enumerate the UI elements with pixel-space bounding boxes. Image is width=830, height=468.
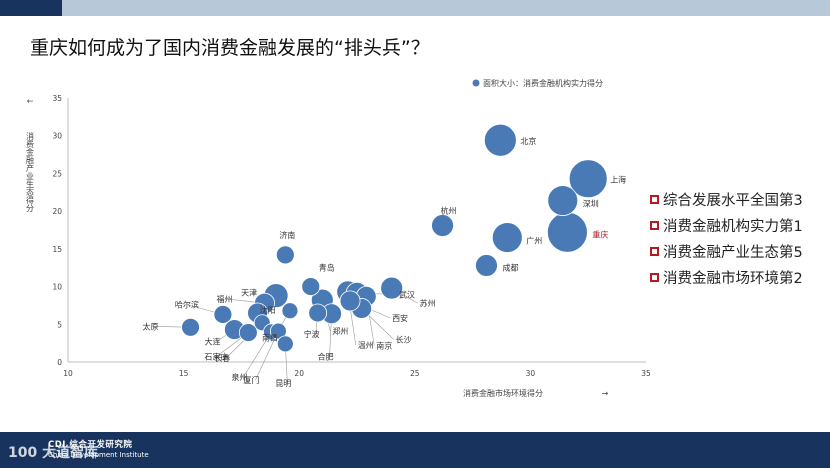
city-label: 沈阳 [260,305,276,315]
bubble-宁波 [308,303,328,323]
city-label: 郑州 [332,326,348,336]
bubble-哈尔滨 [213,305,233,324]
city-label: 西安 [392,313,408,323]
city-label: 青岛 [319,263,335,273]
city-label: 哈尔滨 [175,299,199,309]
y-axis-label: 消费金融产业生态得分 [26,131,35,213]
ranking-text: 消费金融产业生态第5 [663,244,803,261]
city-label: 成都 [502,262,518,272]
bubble-石家庄 [238,323,258,342]
y-axis-arrow-icon: ↑ [26,98,35,105]
top-bar-stripe [62,0,830,16]
page-title: 重庆如何成为了国内消费金融发展的“排头兵”？ [30,37,430,59]
x-tick-label: 30 [526,369,536,378]
city-label: 武汉 [399,289,415,299]
bubble-青岛 [301,277,321,296]
city-label: 泉州 [231,372,247,382]
x-tick-label: 20 [294,369,304,378]
bubble-济南 [275,245,295,265]
y-tick-label: 15 [52,245,62,254]
x-axis-arrow-icon: → [602,389,609,398]
city-label: 福州 [217,295,233,304]
ranking-item: 综合发展水平全国第3 [650,186,803,212]
bubble-深圳 [547,185,579,216]
city-label: 石家庄 [204,352,228,362]
ranking-list: 综合发展水平全国第3 消费金融机构实力第1 消费金融产业生态第5 消费金融市场环… [650,186,803,290]
ranking-item: 消费金融机构实力第1 [650,212,803,238]
bubble-苏州 [380,276,404,300]
watermark: 100 大道智库 [8,445,99,461]
city-label: 宁波 [304,329,320,339]
city-label: 天津 [241,288,257,298]
bubble-昆明 [276,335,294,353]
bubble-上海 [568,159,608,199]
city-label: 温州 [358,341,374,350]
city-label: 长沙 [396,334,412,344]
y-tick-label: 25 [52,169,62,178]
bubble-西安 [339,290,361,312]
bubble-南昌 [281,302,299,320]
ranking-text: 综合发展水平全国第3 [663,192,803,209]
legend-marker [472,79,480,87]
cdi-logo: CDI 综合开发研究院 China Development Institute [48,438,149,459]
x-axis-label: 消费金融市场环境得分 [463,388,543,398]
bubble-厦门 [269,322,287,340]
y-tick-label: 35 [52,94,62,103]
ranking-text: 消费金融市场环境第2 [663,270,803,287]
city-label: 南昌 [262,333,278,343]
bubble-chart: 10 15 20 25 30 35 0 5 10 15 20 25 30 35 消费金融市场环境得分 → ↑ 消费… [26,78,651,398]
square-bullet-icon [650,194,659,204]
x-tick-label: 10 [63,369,73,378]
bubble-太原 [181,317,200,337]
x-tick-label: 25 [410,369,420,378]
logo-line-1: CDI 综合开发研究院 [48,440,133,450]
city-label: 南京 [376,340,392,350]
y-tick-label: 20 [52,207,62,216]
y-tick-label: 0 [57,358,62,367]
leader-line [243,331,272,377]
city-label: 合肥 [318,352,334,362]
city-label: 深圳 [583,199,599,209]
y-tick-label: 5 [57,320,62,329]
top-bar-accent [0,0,62,16]
square-bullet-icon [650,272,659,282]
x-tick-label: 15 [179,369,189,378]
logo-line-2: China Development Institute [48,451,149,459]
bubble-成都 [475,254,498,277]
city-label: 上海 [610,175,626,185]
city-label: 苏州 [420,298,436,308]
bubble-重庆 [546,211,588,253]
bubble-北京 [483,123,517,157]
ranking-item: 消费金融产业生态第5 [650,238,803,264]
bubble-杭州 [431,214,454,237]
legend-label: 面积大小：消费金融机构实力得分 [483,78,603,88]
city-label: 杭州 [441,205,457,215]
x-tick-label: 35 [641,369,651,378]
square-bullet-icon [650,220,659,230]
city-label: 北京 [520,136,536,146]
city-label: 昆明 [275,379,291,388]
city-label: 重庆 [592,229,608,239]
city-label: 济南 [279,230,295,240]
square-bullet-icon [650,246,659,256]
top-bar [0,0,830,16]
city-label: 大连 [204,337,220,347]
y-tick-label: 30 [52,132,62,141]
city-label: 厦门 [243,375,259,385]
city-label: 太原 [143,321,159,331]
y-tick-label: 10 [52,283,62,292]
bubble-广州 [491,222,523,253]
ranking-item: 消费金融市场环境第2 [650,264,803,290]
city-label: 长春 [214,353,230,363]
footer-bar [0,432,830,468]
ranking-text: 消费金融机构实力第1 [663,218,803,235]
city-label: 广州 [526,236,542,246]
